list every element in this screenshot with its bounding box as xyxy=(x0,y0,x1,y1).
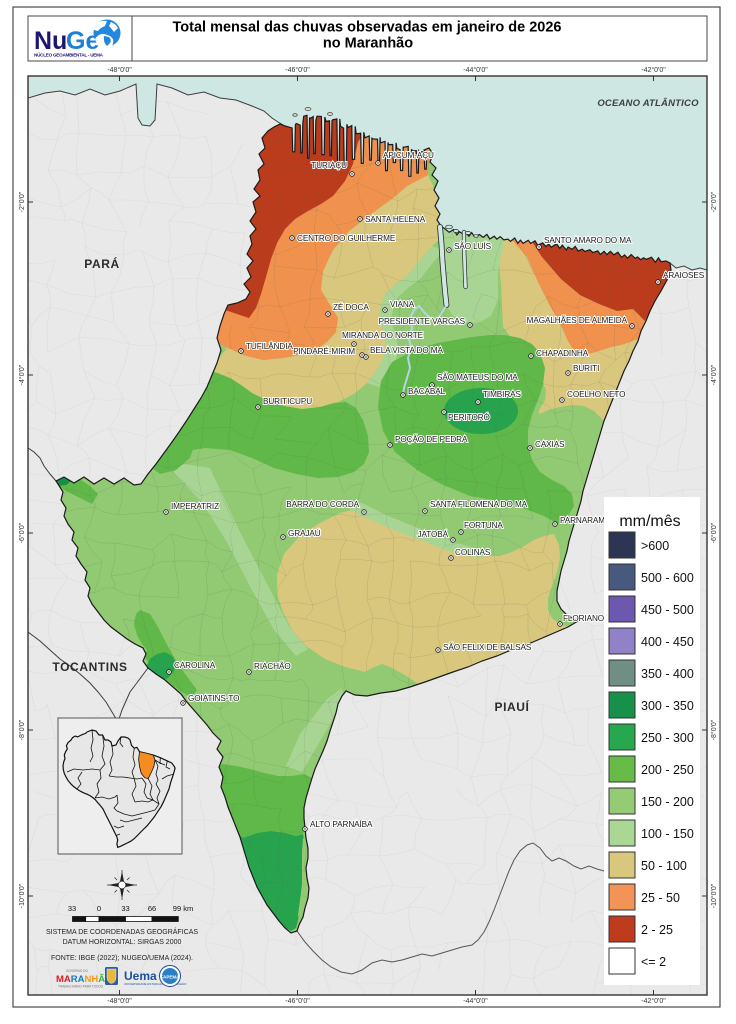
svg-text:PERITORÓ: PERITORÓ xyxy=(448,412,490,422)
svg-text:BURITI: BURITI xyxy=(573,364,599,373)
svg-text:Total mensal das chuvas observ: Total mensal das chuvas observadas em ja… xyxy=(173,20,562,36)
svg-text:VIANA: VIANA xyxy=(390,300,415,309)
svg-text:-42°0'0": -42°0'0" xyxy=(641,66,666,74)
svg-text:SANTO AMARO DO MA: SANTO AMARO DO MA xyxy=(544,236,632,245)
svg-text:-10°0'0": -10°0'0" xyxy=(710,883,718,908)
svg-text:-2°0'0": -2°0'0" xyxy=(18,191,26,212)
svg-text:PRESIDENTE VARGAS: PRESIDENTE VARGAS xyxy=(379,317,466,326)
svg-text:-8°0'0": -8°0'0" xyxy=(18,719,26,740)
svg-text:PIAUÍ: PIAUÍ xyxy=(494,699,529,714)
svg-text:50 - 100: 50 - 100 xyxy=(641,859,687,873)
svg-text:mm/mês: mm/mês xyxy=(619,513,680,530)
svg-text:Nu: Nu xyxy=(34,27,67,55)
svg-text:-48°0'0": -48°0'0" xyxy=(107,997,132,1005)
svg-text:TURIAÇU: TURIAÇU xyxy=(311,161,347,170)
svg-text:-44°0'0": -44°0'0" xyxy=(463,66,488,74)
svg-text:SISTEMA DE COORDENADAS GEOGRÁF: SISTEMA DE COORDENADAS GEOGRÁFICAS xyxy=(46,927,198,936)
svg-text:GOVERNO DO: GOVERNO DO xyxy=(66,969,88,973)
svg-text:FLORIANO: FLORIANO xyxy=(563,614,604,623)
svg-text:SÃO MATEUS DO MA: SÃO MATEUS DO MA xyxy=(437,372,518,382)
svg-text:BURITICUPU: BURITICUPU xyxy=(263,397,312,406)
svg-text:500 - 600: 500 - 600 xyxy=(641,571,694,585)
svg-text:CENTRO DO GUILHERME: CENTRO DO GUILHERME xyxy=(297,234,396,243)
svg-text:-2°0'0": -2°0'0" xyxy=(710,191,718,212)
svg-text:-10°0'0": -10°0'0" xyxy=(18,883,26,908)
svg-text:TUFILÂNDIA: TUFILÂNDIA xyxy=(246,341,293,351)
svg-text:>600: >600 xyxy=(641,539,669,553)
svg-text:25 - 50: 25 - 50 xyxy=(641,891,680,905)
svg-text:UNIVERSIDADE ESTADUAL DO MARAN: UNIVERSIDADE ESTADUAL DO MARANHÃO xyxy=(124,981,187,986)
svg-text:33: 33 xyxy=(121,904,129,913)
svg-text:SANTA HELENA: SANTA HELENA xyxy=(365,215,426,224)
svg-text:APICUM-AÇU: APICUM-AÇU xyxy=(383,151,434,160)
svg-text:FAPEMA: FAPEMA xyxy=(161,975,181,980)
svg-text:OCEANO ATLÂNTICO: OCEANO ATLÂNTICO xyxy=(597,97,699,109)
svg-text:-8°0'0": -8°0'0" xyxy=(710,719,718,740)
svg-text:PARNARAMA: PARNARAMA xyxy=(560,516,611,525)
svg-text:PARÁ: PARÁ xyxy=(84,256,120,271)
svg-text:-42°0'0": -42°0'0" xyxy=(641,997,666,1005)
svg-text:RIACHÃO: RIACHÃO xyxy=(254,661,291,671)
svg-text:-46°0'0": -46°0'0" xyxy=(285,66,310,74)
svg-text:TRABALHANDO PARA TODOS: TRABALHANDO PARA TODOS xyxy=(58,985,103,989)
svg-text:-4°0'0": -4°0'0" xyxy=(710,364,718,385)
svg-text:CAXIAS: CAXIAS xyxy=(535,440,565,449)
svg-text:150 - 200: 150 - 200 xyxy=(641,795,694,809)
svg-text:SÃO FELIX DE BALSAS: SÃO FELIX DE BALSAS xyxy=(443,642,532,652)
svg-text:COELHO NETO: COELHO NETO xyxy=(567,390,625,399)
svg-text:<= 2: <= 2 xyxy=(641,955,666,969)
svg-text:ARAIOSES: ARAIOSES xyxy=(663,271,705,280)
svg-text:2 - 25: 2 - 25 xyxy=(641,923,673,937)
svg-text:ALTO PARNAÍBA: ALTO PARNAÍBA xyxy=(310,819,373,829)
svg-text:-4°0'0": -4°0'0" xyxy=(18,364,26,385)
svg-text:no Maranhão: no Maranhão xyxy=(323,36,413,52)
svg-text:COLINAS: COLINAS xyxy=(455,548,491,557)
svg-text:BACABAL: BACABAL xyxy=(408,387,446,396)
svg-text:SANTA FILOMENA DO MA: SANTA FILOMENA DO MA xyxy=(430,500,528,509)
svg-text:250 - 300: 250 - 300 xyxy=(641,731,694,745)
svg-text:Uema: Uema xyxy=(124,969,157,983)
svg-text:GRAJAÚ: GRAJAÚ xyxy=(288,528,321,538)
svg-text:350 - 400: 350 - 400 xyxy=(641,667,694,681)
svg-text:CAROLINA: CAROLINA xyxy=(174,661,216,670)
svg-text:FORTUNA: FORTUNA xyxy=(464,521,503,530)
svg-text:NÚCLEO GEOAMBIENTAL - UEMA: NÚCLEO GEOAMBIENTAL - UEMA xyxy=(34,52,104,58)
svg-text:99 km: 99 km xyxy=(173,904,193,913)
svg-text:BARRA DO CORDA: BARRA DO CORDA xyxy=(286,500,359,509)
svg-text:-6°0'0": -6°0'0" xyxy=(18,522,26,543)
svg-text:MARANHÃO: MARANHÃO xyxy=(56,974,113,985)
svg-text:FONTE: IBGE (2022); NUGEO/UEMA: FONTE: IBGE (2022); NUGEO/UEMA (2024). xyxy=(51,955,193,962)
svg-text:CHAPADINHA: CHAPADINHA xyxy=(536,349,589,358)
svg-text:ZÉ DOCA: ZÉ DOCA xyxy=(333,302,369,312)
svg-text:-6°0'0": -6°0'0" xyxy=(710,522,718,543)
svg-text:SÃO LUÍS: SÃO LUÍS xyxy=(454,241,492,251)
svg-text:33: 33 xyxy=(68,904,76,913)
svg-text:GOIATINS-TO: GOIATINS-TO xyxy=(188,694,239,703)
svg-text:300 - 350: 300 - 350 xyxy=(641,699,694,713)
svg-text:200 - 250: 200 - 250 xyxy=(641,763,694,777)
svg-text:MAGALHÃES DE ALMEIDA: MAGALHÃES DE ALMEIDA xyxy=(527,315,628,325)
svg-text:450 - 500: 450 - 500 xyxy=(641,603,694,617)
svg-text:IMPERATRIZ: IMPERATRIZ xyxy=(171,502,219,511)
svg-text:100 - 150: 100 - 150 xyxy=(641,827,694,841)
svg-text:JATOBÁ: JATOBÁ xyxy=(418,529,449,539)
svg-text:DATUM HORIZONTAL: SIRGAS 2000: DATUM HORIZONTAL: SIRGAS 2000 xyxy=(63,939,182,946)
svg-text:66: 66 xyxy=(148,904,156,913)
svg-text:-44°0'0": -44°0'0" xyxy=(463,997,488,1005)
svg-text:PINDARÉ-MIRIM: PINDARÉ-MIRIM xyxy=(293,346,355,356)
svg-text:0: 0 xyxy=(97,904,101,913)
svg-text:-48°0'0": -48°0'0" xyxy=(107,66,132,74)
svg-text:TIMBIRAS: TIMBIRAS xyxy=(483,390,522,399)
svg-text:-46°0'0": -46°0'0" xyxy=(285,997,310,1005)
svg-text:POÇÃO DE PEDRA: POÇÃO DE PEDRA xyxy=(395,434,468,444)
svg-text:400 - 450: 400 - 450 xyxy=(641,635,694,649)
svg-text:BELA VISTA DO MA: BELA VISTA DO MA xyxy=(370,346,444,355)
svg-text:MIRANDA DO NORTE: MIRANDA DO NORTE xyxy=(342,331,424,340)
svg-text:TOCANTINS: TOCANTINS xyxy=(52,660,127,674)
